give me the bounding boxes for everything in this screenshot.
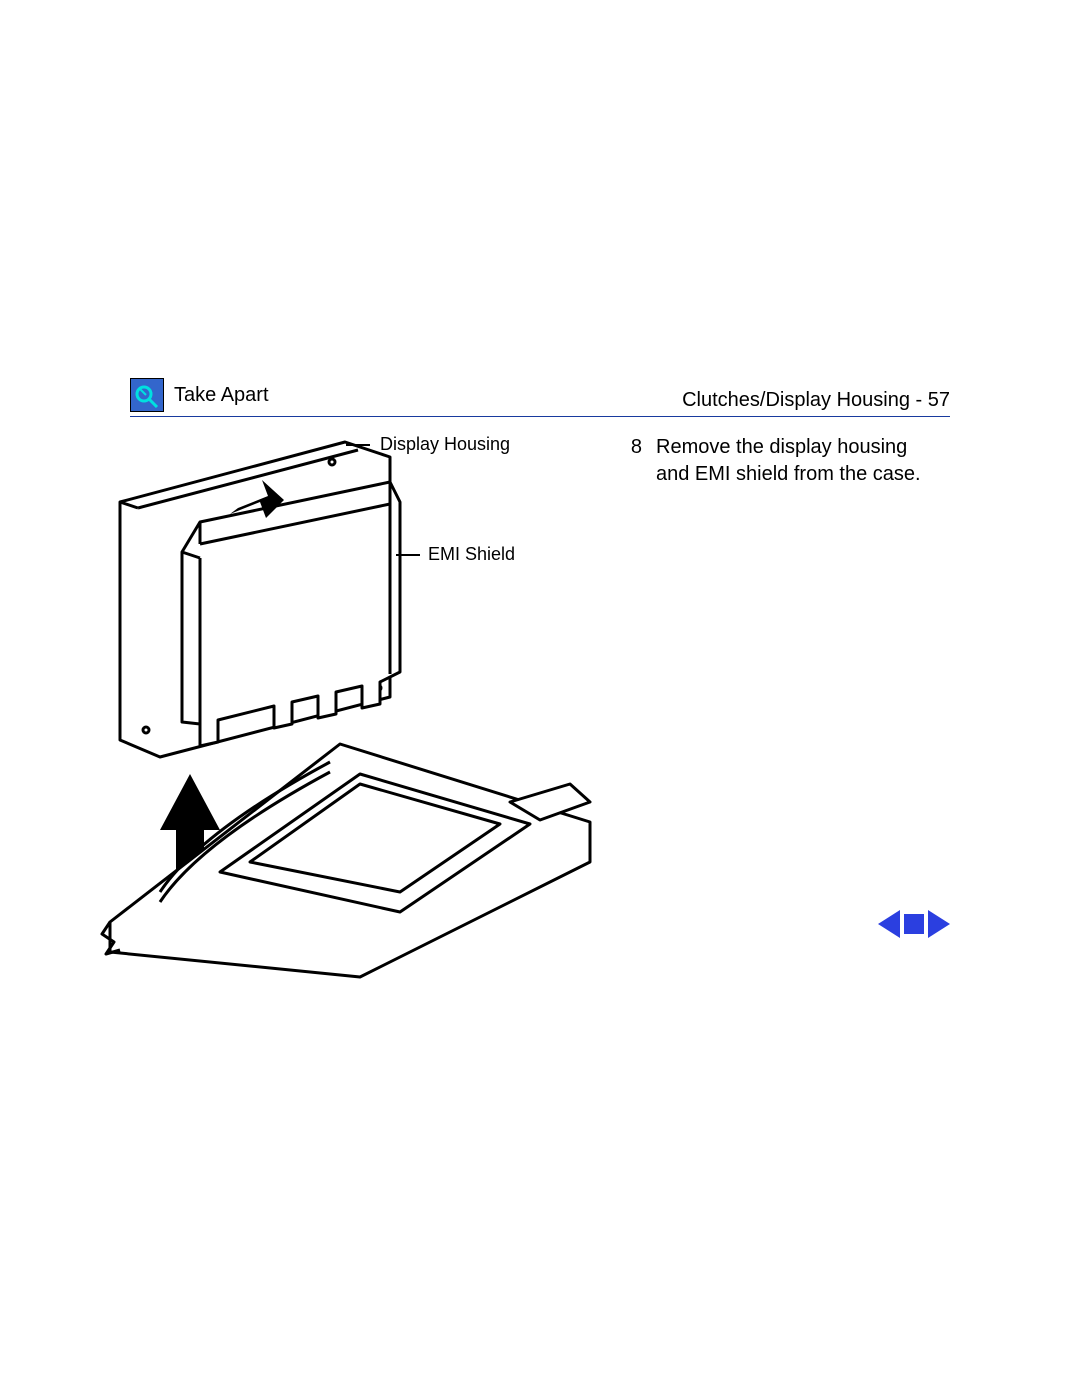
section-title: Take Apart	[174, 384, 269, 407]
page-nav	[878, 910, 950, 938]
label-emi-shield: EMI Shield	[428, 544, 515, 565]
header-left: Take Apart	[130, 378, 269, 412]
leader-line	[346, 444, 370, 446]
exploded-diagram	[100, 422, 600, 972]
contents-icon[interactable]	[904, 914, 924, 934]
page-locator: Clutches/Display Housing - 57	[682, 389, 950, 412]
prev-page-icon[interactable]	[878, 910, 900, 938]
step-number: 8	[610, 434, 656, 461]
page: Take Apart Clutches/Display Housing - 57	[0, 0, 1080, 1397]
instruction-step: 8 Remove the display housing and EMI shi…	[610, 434, 935, 488]
next-page-icon[interactable]	[928, 910, 950, 938]
label-display-housing: Display Housing	[380, 434, 510, 455]
page-header: Take Apart Clutches/Display Housing - 57	[130, 378, 950, 417]
step-text: Remove the display housing and EMI shiel…	[656, 434, 935, 488]
leader-line	[396, 554, 420, 556]
take-apart-icon	[130, 378, 164, 412]
